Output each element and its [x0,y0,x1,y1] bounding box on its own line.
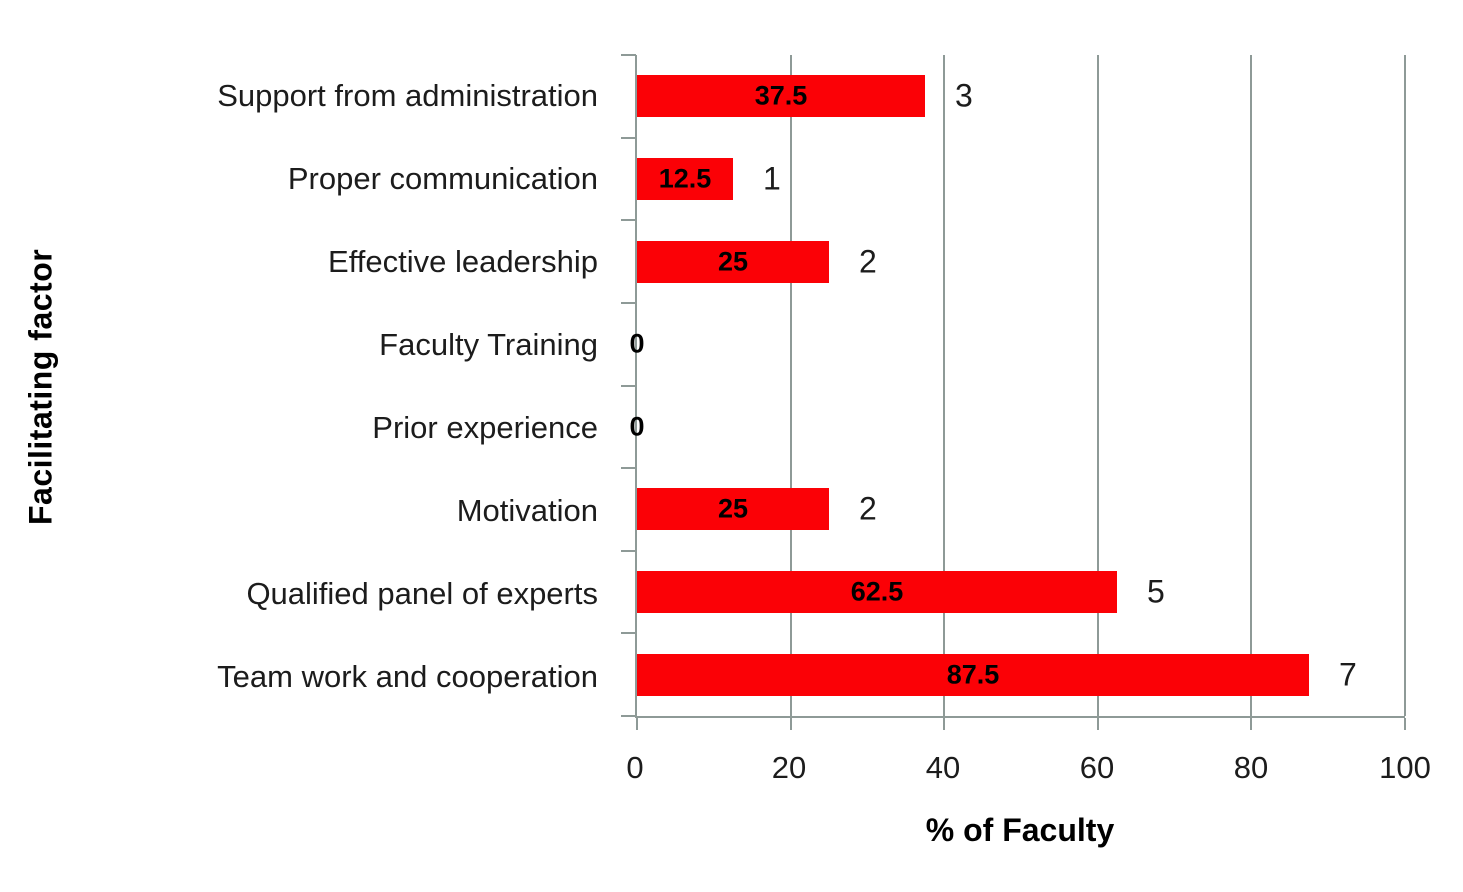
category-label: Motivation [456,492,598,528]
bar-value-label: 87.5 [946,659,1000,690]
x-axis-tick [636,718,638,730]
bar [637,653,1309,696]
bar-value-label: 25 [717,493,749,524]
bar [637,488,829,531]
bar-value-label: 25 [717,246,749,277]
x-tick-label: 40 [925,750,961,785]
bar [637,571,1117,614]
x-axis-tick [789,718,792,730]
x-tick-label: 60 [1079,750,1115,785]
bar-count-label: 7 [1339,656,1357,693]
category-label: Faculty Training [379,327,598,363]
gridline [1096,55,1099,716]
x-axis-title: % of Faculty [925,812,1115,848]
gridline [1404,55,1406,716]
bar-row: 0 [621,301,1405,386]
x-axis-tick [1404,718,1406,730]
bar-rows: 37.5 3 12.5 1 25 2 0 0 [621,54,1405,717]
bar-row: 37.5 3 [621,54,1405,138]
x-tick-label: 80 [1233,750,1269,785]
x-tick-label: 100 [1379,750,1431,785]
gridline [1250,55,1253,716]
bar-row: 25 2 [621,219,1405,303]
bar-row: 12.5 1 [621,136,1405,221]
bar [637,75,925,118]
gridline [789,55,792,716]
gridline [943,55,946,716]
bar-row: 0 [621,384,1405,469]
bar-count-label: 2 [859,243,877,280]
bar-row: 87.5 7 [621,632,1405,716]
bar-count-label: 1 [763,160,781,197]
x-tick-label: 0 [626,750,644,785]
x-axis-tick [1250,718,1253,730]
x-tick-label: 20 [771,750,807,785]
bar [637,157,733,200]
bar-count-label: 5 [1147,573,1165,610]
category-label: Effective leadership [328,244,598,280]
category-label: Qualified panel of experts [246,575,598,611]
bar-value-label: 37.5 [754,80,808,111]
bar-value-label: 0 [629,328,645,359]
category-label: Support from administration [217,78,598,114]
plot-area: 37.5 3 12.5 1 25 2 0 0 [621,54,1406,730]
bar-value-label: 62.5 [850,576,904,607]
bar [637,240,829,283]
x-axis-tick [1096,718,1099,730]
category-axis-labels: Support from administration Proper commu… [0,55,614,718]
bar-row: 25 2 [621,467,1405,551]
bar-count-label: 2 [859,490,877,527]
category-label: Proper communication [287,161,598,197]
category-label: Team work and cooperation [217,658,598,694]
bar-count-label: 3 [955,77,973,114]
bar-value-label: 12.5 [658,163,712,194]
category-label: Prior experience [372,409,598,445]
bar-row: 62.5 5 [621,549,1405,634]
x-axis-tick-labels: 0 20 40 60 80 100 [626,750,1430,790]
x-axis-tick [943,718,946,730]
bar-value-label: 0 [629,411,645,442]
